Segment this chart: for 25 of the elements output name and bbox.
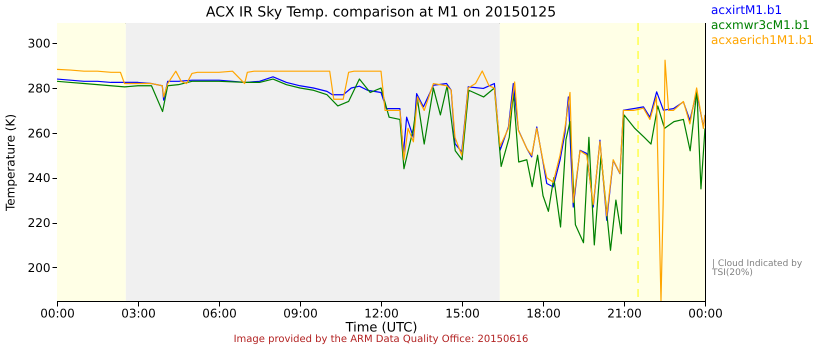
x-axis-title: Time (UTC) xyxy=(344,320,418,336)
text: | Cloud Indicated by TSI(20%) xyxy=(712,259,804,278)
text: acxaerich1M1.b1 xyxy=(711,33,814,48)
text: acxirtM1.b1 xyxy=(711,3,784,18)
x-tick-label: 06:00 xyxy=(202,306,237,320)
x-tick-label: 00:00 xyxy=(688,306,723,320)
line-series xyxy=(57,60,705,301)
x-tick-label: 03:00 xyxy=(121,306,156,320)
y-tick-label: 220 xyxy=(28,216,50,230)
y-axis-title: Temperature (K) xyxy=(4,114,18,212)
y-tick-label: 240 xyxy=(28,171,50,186)
y-tick-label: 300 xyxy=(28,36,50,51)
x-tick-label: 12:00 xyxy=(364,306,399,320)
x-tick-label: 21:00 xyxy=(607,306,642,320)
text: acxmwr3cM1.b1 xyxy=(711,18,811,33)
x-tick-label: 09:00 xyxy=(283,306,318,320)
y-tick-label: 280 xyxy=(28,82,50,96)
y-tick-label: 200 xyxy=(28,260,50,275)
y-tick-label: 260 xyxy=(28,126,50,140)
line-series xyxy=(57,78,705,251)
chart-title: ACX IR Sky Temp. comparison at M1 on 20150125 xyxy=(206,4,556,20)
x-tick-label: 15:00 xyxy=(445,306,480,320)
text: Image provided by the ARM Data Quality Office: 20150616 xyxy=(232,334,530,346)
x-tick-label: 00:00 xyxy=(40,306,75,320)
x-tick-label: 18:00 xyxy=(526,306,561,320)
